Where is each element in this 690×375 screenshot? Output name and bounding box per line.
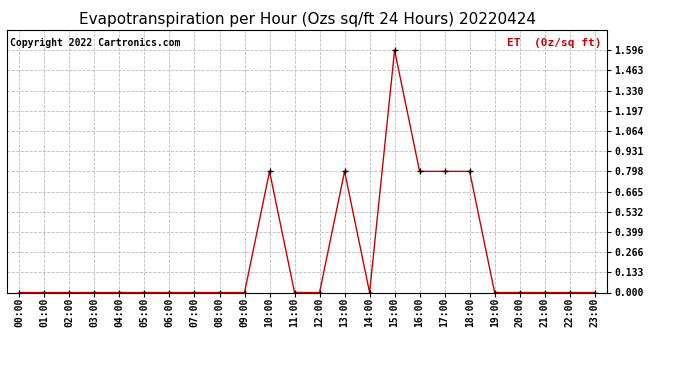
Title: Evapotranspiration per Hour (Ozs sq/ft 24 Hours) 20220424: Evapotranspiration per Hour (Ozs sq/ft 2… — [79, 12, 535, 27]
Text: Copyright 2022 Cartronics.com: Copyright 2022 Cartronics.com — [10, 38, 180, 48]
Text: ET  (0z/sq ft): ET (0z/sq ft) — [506, 38, 601, 48]
